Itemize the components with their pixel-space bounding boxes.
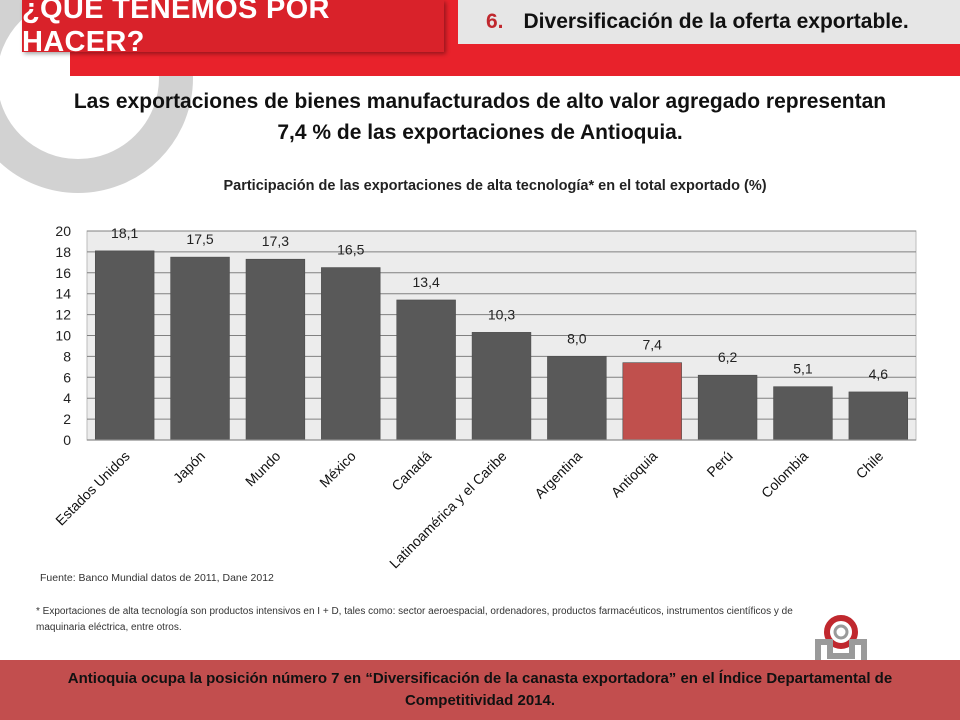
value-label: 17,3: [262, 233, 289, 249]
y-tick-label: 12: [55, 307, 71, 323]
y-tick-label: 2: [63, 411, 71, 427]
x-axis: Estados Unidos Japón Mundo México CanadáLati…: [52, 448, 886, 572]
section-subtitle-text: Diversificación de la oferta exportable.: [523, 10, 909, 33]
value-label: 5,1: [793, 361, 813, 377]
plot-area: [86, 230, 917, 441]
bar: [471, 332, 532, 441]
value-label: 18,1: [111, 225, 138, 241]
value-label: 7,4: [642, 337, 662, 353]
y-axis: 0 2 4 6 8 10 12 14 16 18 20: [55, 223, 71, 448]
footnote: * Exportaciones de alta tecnología son p…: [36, 606, 793, 633]
bar: [697, 374, 758, 441]
value-label: 10,3: [488, 306, 515, 322]
y-tick-label: 16: [55, 265, 71, 281]
chart-title: Participación de las exportaciones de al…: [223, 178, 767, 194]
y-tick-label: 10: [55, 328, 71, 344]
section-subtitle: 6. Diversificación de la oferta exportab…: [458, 0, 960, 44]
y-tick-label: 20: [55, 223, 71, 239]
page-title: ¿QUÉ TENEMOS POR HACER?: [22, 0, 444, 58]
y-tick-label: 14: [55, 286, 71, 302]
bar: [94, 250, 155, 441]
value-label: 17,5: [186, 231, 213, 247]
x-tick-label: Antioquia: [608, 448, 661, 501]
x-tick-label: Colombia: [758, 448, 811, 501]
y-tick-label: 0: [63, 432, 71, 448]
y-tick-label: 4: [63, 390, 71, 406]
source-note: Fuente: Banco Mundial datos de 2011, Dan…: [40, 572, 274, 584]
x-tick-label: Perú: [703, 448, 735, 480]
y-tick-label: 18: [55, 244, 71, 260]
x-tick-label: Argentina: [531, 448, 585, 502]
value-label: 6,2: [718, 349, 738, 365]
x-tick-label: Canadá: [388, 448, 434, 494]
ring-decoration-icon: [0, 0, 193, 193]
value-label: 13,4: [413, 274, 440, 290]
footer-text: Antioquia ocupa la posición número 7 en …: [67, 670, 893, 709]
y-tick-label: 6: [63, 369, 71, 385]
value-label: 16,5: [337, 242, 364, 258]
x-tick-label: Estados Unidos: [52, 448, 133, 529]
institution-logo-icon: [815, 615, 867, 664]
x-tick-label: Chile: [853, 448, 887, 482]
y-tick-label: 8: [63, 348, 71, 364]
value-labels: 18,1 17,5 17,3 16,5 13,4 10,3 8,0 7,4 6,2 5,1 4,6: [111, 225, 888, 382]
section-number: 6.: [486, 10, 504, 33]
x-tick-label: México: [316, 448, 359, 491]
x-tick-label: Mundo: [242, 448, 284, 490]
bar: [245, 258, 306, 441]
bars: [94, 250, 909, 441]
x-tick-label: Japón: [170, 448, 208, 486]
bar: [848, 391, 909, 441]
x-tick-label: Latinoamérica y el Caribe: [386, 448, 510, 572]
bar: [547, 356, 607, 441]
grid-lines: [87, 230, 916, 420]
bar: [170, 256, 230, 441]
value-label: 4,6: [869, 366, 889, 382]
value-label: 8,0: [567, 330, 587, 346]
bar: [321, 267, 381, 441]
footer-banner: Antioquia ocupa la posición número 7 en …: [0, 660, 960, 720]
page-title-text: ¿QUÉ TENEMOS POR HACER?: [22, 0, 330, 58]
bar: [773, 386, 833, 441]
bar: [396, 299, 456, 441]
headline: Las exportaciones de bienes manufacturad…: [73, 90, 887, 144]
bar: [622, 362, 682, 441]
